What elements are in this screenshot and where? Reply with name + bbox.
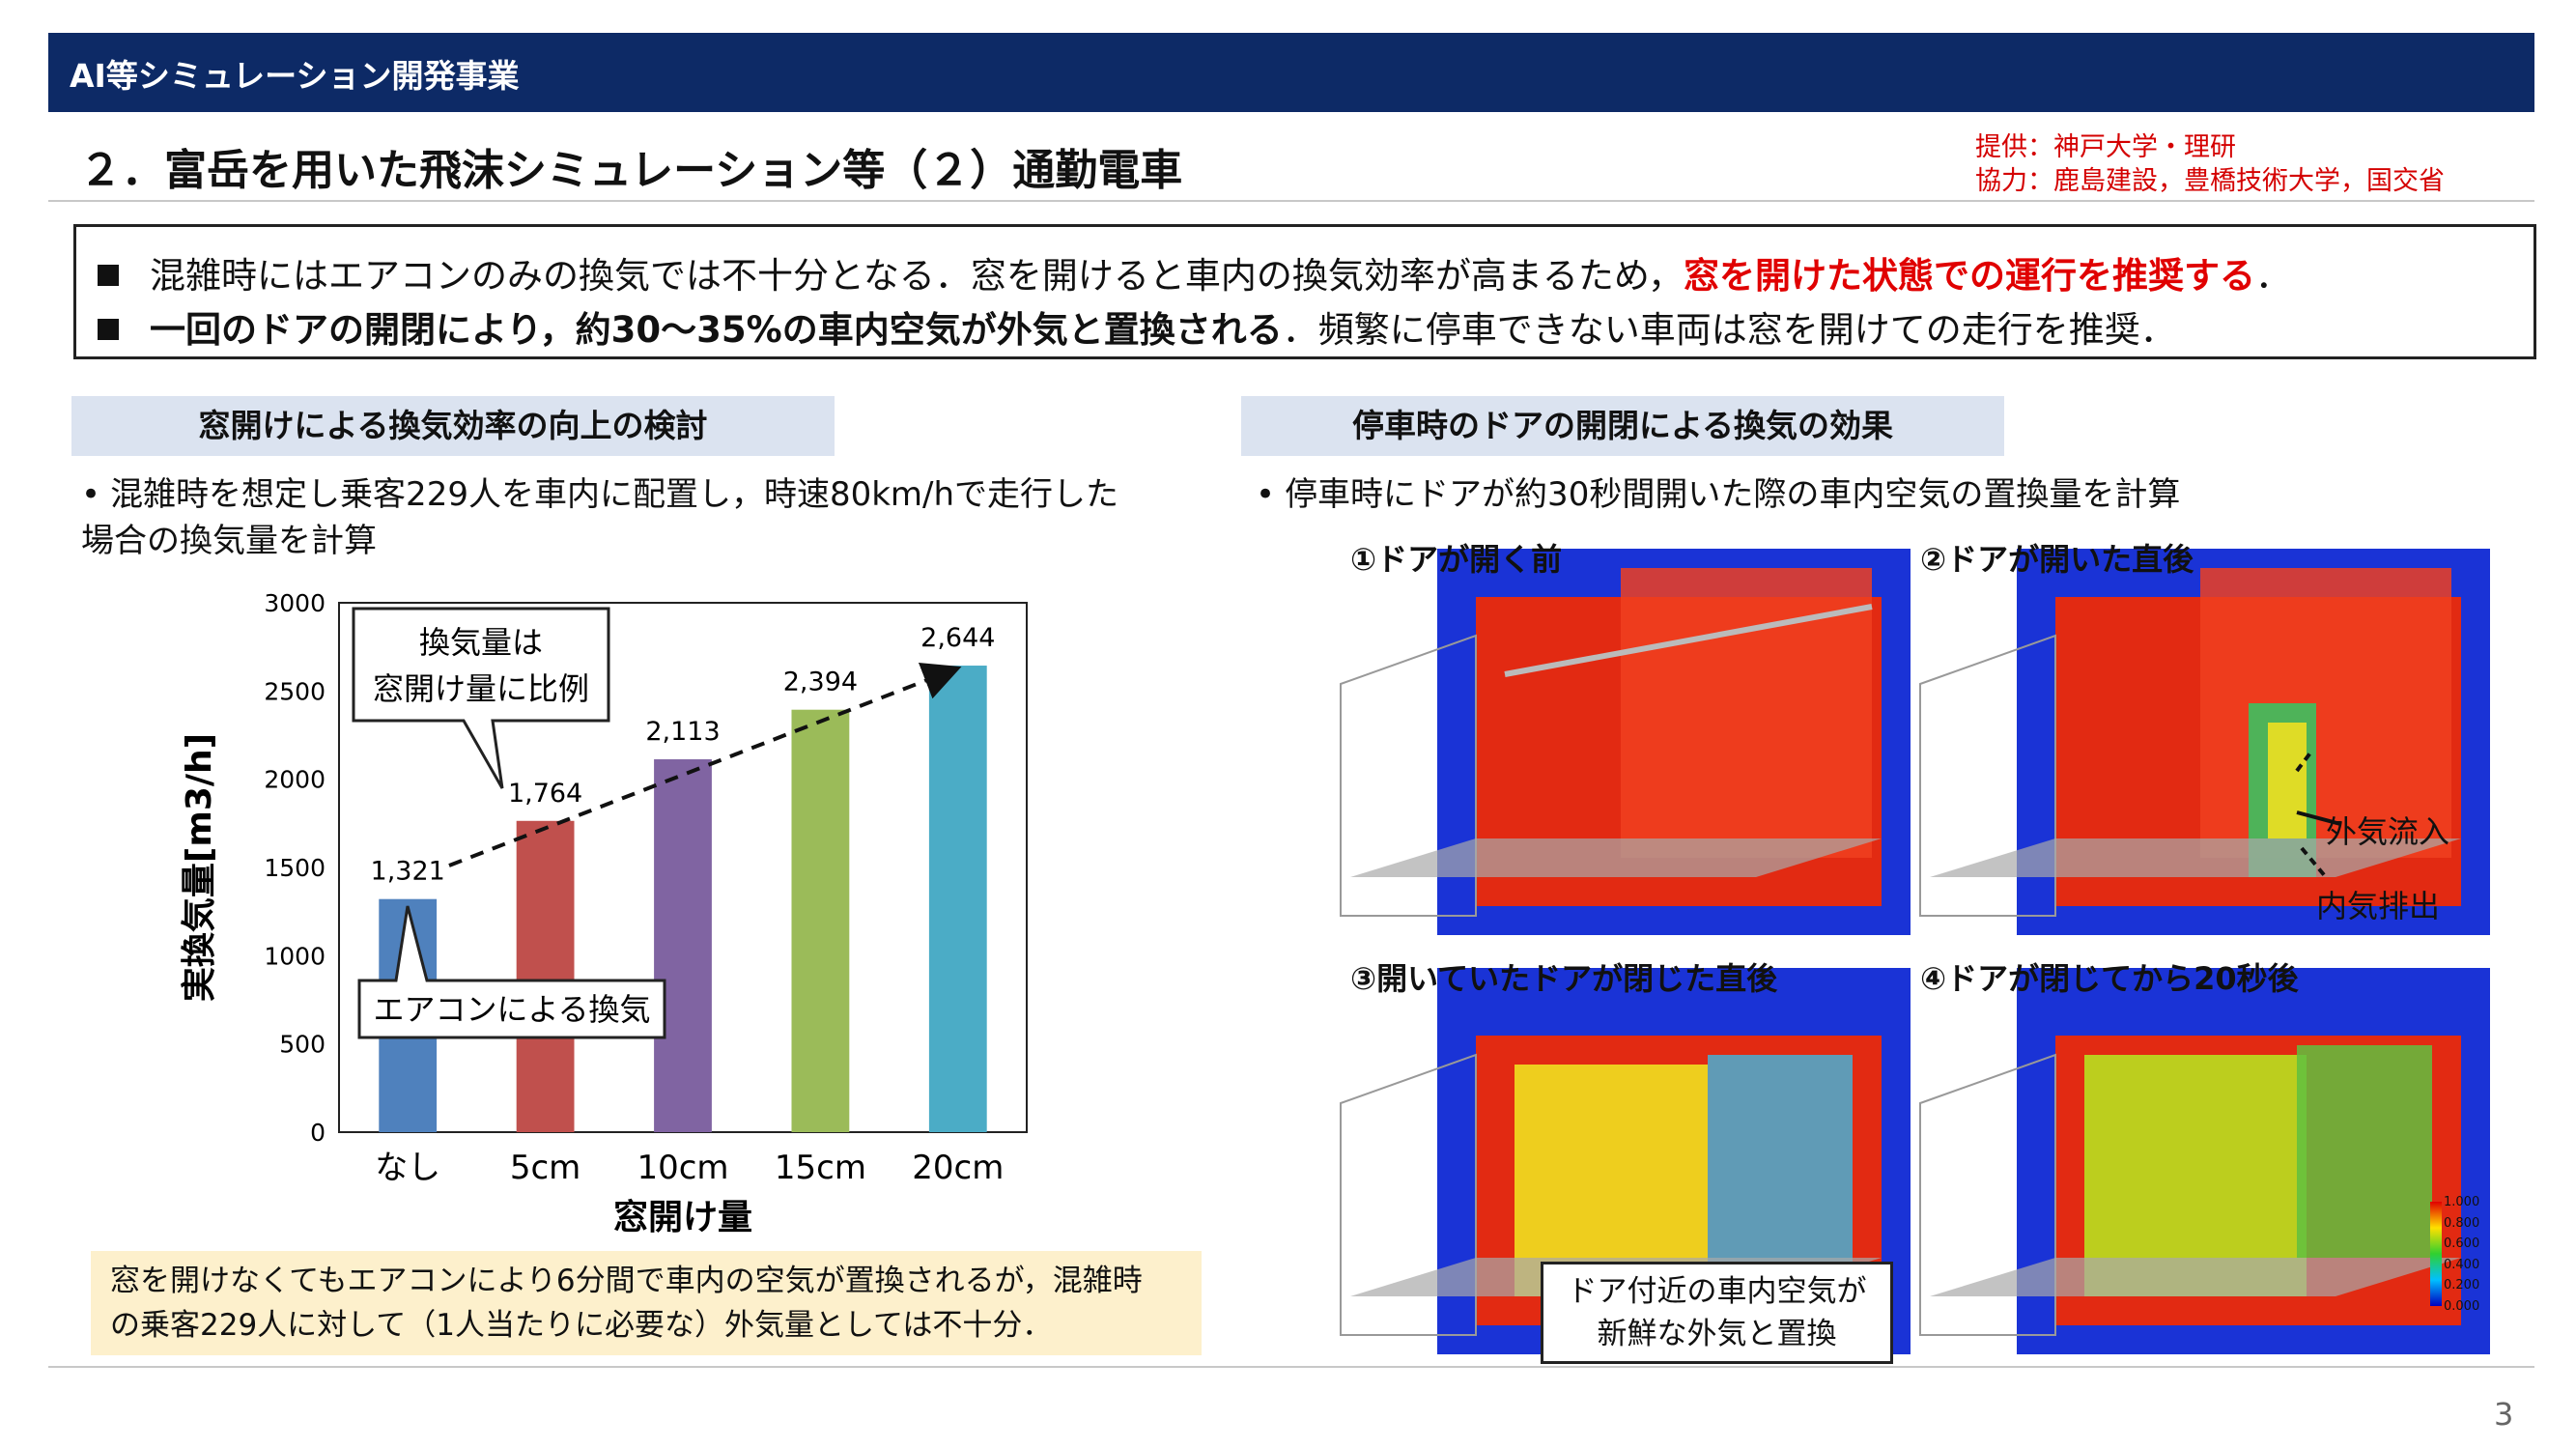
bar-value-label: 1,321 xyxy=(371,857,445,887)
y-tick-label: 2000 xyxy=(264,766,326,794)
note-line-2: の乗客229人に対して（1人当たりに必要な）外気量としては不十分． xyxy=(110,1308,1053,1343)
bullet-dot: • xyxy=(1256,475,1276,514)
replacement-callout: ドア付近の車内空気が 新鮮な外気と置換 xyxy=(1541,1262,1893,1364)
colorbar-tick-label: 0.400 xyxy=(2444,1257,2480,1272)
summary-line-2-bold: 一回のドアの開閉により，約30～35%の車内空気が外気と置換される xyxy=(150,309,1283,351)
simulation-panel-open: ②ドアが開いた直後 外気流入 内気排出 xyxy=(1911,529,2495,935)
simulation-label-3: ③開いていたドアが閉じた直後 xyxy=(1350,960,1778,997)
summary-line-1-end: ． xyxy=(2255,255,2292,297)
bar-value-label: 1,764 xyxy=(508,779,582,809)
colorbar-tick-label: 1.000 xyxy=(2444,1195,2480,1209)
summary-line-2: 一回のドアの開閉により，約30～35%の車内空気が外気と置換される．頻繁に停車で… xyxy=(98,300,2176,353)
inflow-annotation: 外気流入 xyxy=(2326,813,2450,850)
page-number: 3 xyxy=(2494,1396,2514,1433)
note-box: 窓を開けなくてもエアコンにより6分間で車内の空気が置換されるが，混雑時 の乗客2… xyxy=(91,1251,1202,1355)
y-tick-label: 0 xyxy=(310,1119,326,1147)
note-line-1: 窓を開けなくてもエアコンにより6分間で車内の空気が置換されるが，混雑時 xyxy=(110,1264,1143,1298)
simulation-label-2: ②ドアが開いた直後 xyxy=(1920,541,2194,578)
simulation-panel-before: ①ドアが開く前 xyxy=(1331,529,1915,935)
summary-recommendation: 窓を開けた状態での運行を推奨する xyxy=(1684,255,2256,297)
replacement-callout-line-2: 新鮮な外気と置換 xyxy=(1597,1317,1837,1351)
x-tick-label: 15cm xyxy=(775,1149,866,1187)
simulation-label-4: ④ドアが閉じてから20秒後 xyxy=(1920,960,2299,997)
square-bullet-icon xyxy=(98,319,119,340)
simulation-panel-after: ④ドアが閉じてから20秒後 1.000 0.800 0.600 0.400 0.200 0… xyxy=(1911,949,2495,1354)
summary-line-1-text: 混雑時にはエアコンのみの換気では不十分となる．窓を開けると車内の換気効率が高まる… xyxy=(150,255,1684,297)
door-description-text: 停車時にドアが約30秒間開いた際の車内空気の置換量を計算 xyxy=(1285,475,2181,514)
door-description: • 停車時にドアが約30秒間開いた際の車内空気の置換量を計算 xyxy=(1256,471,2511,518)
x-tick-label: 20cm xyxy=(912,1149,1004,1187)
outflow-annotation: 内気排出 xyxy=(2316,888,2441,924)
section-heading-door: 停車時のドアの開閉による換気の効果 xyxy=(1241,396,2004,456)
credit-provider: 提供：神戸大学・理研 xyxy=(1975,132,2236,162)
summary-line-2-text: ．頻繁に停車できない車両は窓を開けての走行を推奨． xyxy=(1282,309,2176,351)
y-axis-label: 実換気量[m3/h] xyxy=(180,733,219,1002)
simulation-label-1: ①ドアが開く前 xyxy=(1350,541,1563,578)
credit-cooperation: 協力：鹿島建設，豊橋技術大学，国交省 xyxy=(1975,166,2445,196)
bar xyxy=(791,709,850,1132)
bar xyxy=(928,666,987,1132)
trend-callout-line-2: 窓開け量に比例 xyxy=(373,670,589,707)
title-divider xyxy=(48,200,2534,202)
bar-value-label: 2,113 xyxy=(645,717,720,747)
ac-callout: エアコンによる換気 xyxy=(357,905,666,1039)
page-title: ２．富岳を用いた飛沫シミュレーション等（２）通勤電車 xyxy=(79,146,1183,195)
window-description: • 混雑時を想定し乗客229人を車内に配置し，時速80km/hで走行した 場合の換… xyxy=(81,471,1221,564)
y-tick-label: 3000 xyxy=(264,589,326,617)
bar xyxy=(654,759,712,1132)
colorbar-tick-label: 0.000 xyxy=(2444,1298,2480,1314)
trend-arrow xyxy=(448,662,962,867)
summary-box: 混雑時にはエアコンのみの換気では不十分となる．窓を開けると車内の換気効率が高まる… xyxy=(73,224,2536,359)
header-label: AI等シミュレーション開発事業 xyxy=(70,57,520,95)
header-bar: AI等シミュレーション開発事業 xyxy=(48,33,2534,112)
footer-divider xyxy=(48,1366,2534,1368)
bullet-dot: • xyxy=(81,475,101,514)
window-description-line-2: 場合の換気量を計算 xyxy=(81,522,377,560)
window-description-line-1: 混雑時を想定し乗客229人を車内に配置し，時速80km/hで走行した xyxy=(110,475,1119,514)
colorbar-tick-label: 0.200 xyxy=(2444,1278,2480,1293)
ventilation-bar-chart: 0 500 1000 1500 2000 2500 3000 1,321 1,764 2,113… xyxy=(180,589,1028,1237)
replacement-callout-line-1: ドア付近の車内空気が xyxy=(1567,1274,1867,1309)
x-tick-label: 10cm xyxy=(637,1149,728,1187)
colorbar-tick-label: 0.800 xyxy=(2444,1215,2480,1231)
bar-value-label: 2,394 xyxy=(783,668,858,697)
y-tick-label: 2500 xyxy=(264,677,326,705)
bar-value-label: 2,644 xyxy=(920,623,995,653)
colorbar-tick-label: 0.600 xyxy=(2444,1236,2480,1251)
colorbar-labels: 1.000 0.800 0.600 0.400 0.200 0.000 xyxy=(2444,1192,2479,1317)
ac-callout-text: エアコンによる換気 xyxy=(373,991,650,1028)
trend-callout-line-1: 換気量は xyxy=(419,624,543,661)
colorbar xyxy=(2430,1202,2442,1306)
x-tick-label: なし xyxy=(375,1149,440,1187)
y-tick-label: 1500 xyxy=(264,854,326,882)
x-axis-label: 窓開け量 xyxy=(613,1198,752,1237)
section-heading-window: 窓開けによる換気効率の向上の検討 xyxy=(71,396,835,456)
trend-callout: 換気量は 窓開け量に比例 xyxy=(352,607,610,789)
square-bullet-icon xyxy=(98,265,119,286)
bar xyxy=(516,820,575,1132)
x-tick-label: 5cm xyxy=(510,1149,580,1187)
summary-line-1: 混雑時にはエアコンのみの換気では不十分となる．窓を開けると車内の換気効率が高まる… xyxy=(98,246,2291,298)
y-tick-label: 500 xyxy=(279,1031,326,1059)
y-tick-label: 1000 xyxy=(264,942,326,970)
